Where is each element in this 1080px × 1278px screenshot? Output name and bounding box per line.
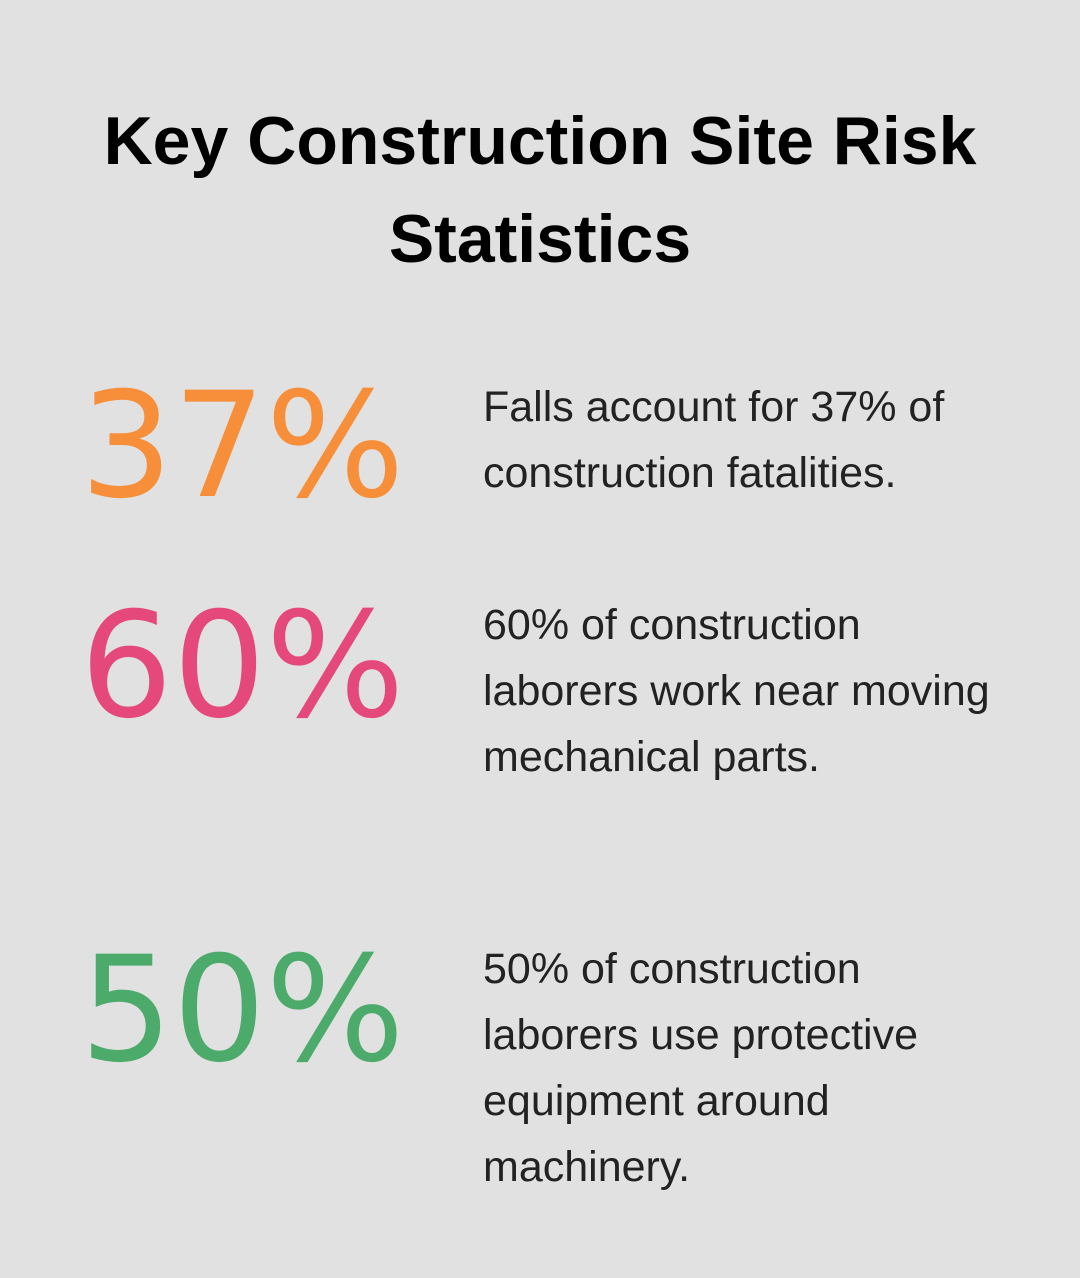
title: Key Construction Site Risk Statistics	[103, 103, 977, 277]
stat-value: 37%	[80, 361, 405, 531]
stat-value: 50%	[80, 925, 405, 1095]
stat-description: 50% of construction laborers use protect…	[483, 945, 918, 1191]
stat-description: Falls account for 37% of construction fa…	[483, 383, 945, 497]
stat-description: 60% of construction laborers work near m…	[483, 601, 990, 781]
stat-value: 60%	[80, 581, 405, 751]
